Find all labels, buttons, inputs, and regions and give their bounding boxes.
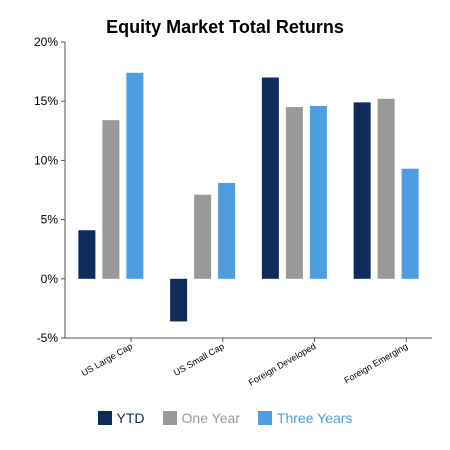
chart-title: Equity Market Total Returns	[106, 17, 344, 37]
bar-ytd-foreign-emerging	[353, 102, 371, 279]
legend-label: Three Years	[276, 410, 353, 426]
legend-swatch	[97, 411, 112, 425]
y-tick-label: -5%	[37, 331, 59, 345]
y-tick-label: 5%	[41, 213, 59, 227]
bar-three-years-us-large-cap	[126, 72, 144, 279]
bar-three-years-foreign-developed	[309, 105, 327, 279]
x-tick-label: Foreign Emerging	[342, 341, 409, 385]
y-tick-label: 10%	[34, 153, 58, 167]
bars	[78, 72, 419, 322]
legend-label: YTD	[116, 410, 145, 426]
bar-ytd-foreign-developed	[261, 77, 279, 279]
x-axis: US Large Cap US Small Cap Foreign Develope…	[80, 338, 409, 388]
x-tick-label: Foreign Developed	[247, 341, 318, 388]
legend-swatch	[162, 411, 177, 425]
legend-label: One Year	[181, 410, 240, 426]
bar-three-years-foreign-emerging	[401, 168, 419, 279]
bar-one-year-us-large-cap	[102, 120, 120, 279]
bar-ytd-us-large-cap	[78, 230, 96, 279]
y-tick-label: 15%	[34, 94, 58, 108]
bar-one-year-us-small-cap	[194, 194, 212, 279]
bar-one-year-foreign-developed	[285, 107, 303, 279]
x-tick-label: US Large Cap	[80, 341, 134, 378]
legend: YTD One Year Three Years	[0, 410, 450, 426]
bar-one-year-foreign-emerging	[377, 98, 395, 279]
y-tick-label: 20%	[34, 35, 58, 49]
x-tick-label: US Small Cap	[172, 341, 226, 378]
bar-three-years-us-small-cap	[218, 182, 236, 279]
y-tick-label: 0%	[41, 272, 59, 286]
legend-item-three-years: Three Years	[257, 410, 353, 426]
legend-item-one-year: One Year	[162, 410, 240, 426]
legend-item-ytd: YTD	[97, 410, 145, 426]
bar-chart: Equity Market Total Returns 20% 15% 10% 5% 0…	[34, 17, 432, 388]
bar-ytd-us-small-cap	[170, 278, 188, 322]
legend-swatch	[257, 411, 272, 425]
y-axis: 20% 15% 10% 5% 0% -5%	[34, 35, 65, 345]
